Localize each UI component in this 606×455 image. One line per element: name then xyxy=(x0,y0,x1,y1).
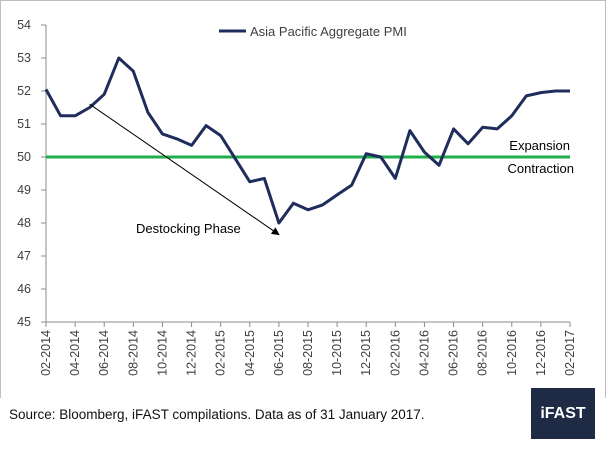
x-tick-label: 04-2014 xyxy=(68,330,82,376)
expansion-label: Expansion xyxy=(509,138,570,153)
x-tick-label: 04-2015 xyxy=(243,330,257,376)
legend-label: Asia Pacific Aggregate PMI xyxy=(250,24,407,39)
y-tick-label: 48 xyxy=(17,216,31,230)
x-tick-label: 06-2015 xyxy=(272,330,286,376)
y-tick-label: 45 xyxy=(17,315,31,329)
y-tick-label: 53 xyxy=(17,51,31,65)
reference-line-group: Expansion Contraction xyxy=(46,138,574,176)
pmi-series-line xyxy=(44,56,570,225)
x-tick-label: 04-2016 xyxy=(417,330,431,376)
x-tick-label: 02-2017 xyxy=(563,330,577,376)
x-tick-label: 10-2015 xyxy=(330,330,344,376)
x-tick-label: 08-2016 xyxy=(476,330,490,376)
y-tick-label: 51 xyxy=(17,117,31,131)
y-tick-label: 50 xyxy=(17,150,31,164)
x-tick-label: 08-2014 xyxy=(126,330,140,376)
x-tick-label: 06-2014 xyxy=(97,330,111,376)
x-tick-label: 10-2016 xyxy=(505,330,519,376)
x-tick-label: 02-2015 xyxy=(214,330,228,376)
source-note: Source: Bloomberg, iFAST compilations. D… xyxy=(9,407,425,422)
annotation-group: Destocking Phase xyxy=(89,103,280,236)
y-tick-label: 54 xyxy=(17,18,31,32)
y-tick-label: 47 xyxy=(17,249,31,263)
destocking-label: Destocking Phase xyxy=(136,221,241,236)
x-tick-label: 12-2015 xyxy=(359,330,373,376)
x-tick-label: 12-2014 xyxy=(185,330,199,376)
series-group xyxy=(44,56,571,225)
line-chart: 45 46 47 48 49 50 51 52 53 54 02-2014 04-2014 06-20… xyxy=(17,18,577,376)
y-tick-label: 46 xyxy=(17,282,31,296)
y-tick-label: 52 xyxy=(17,84,31,98)
ifast-logo: iFAST xyxy=(531,388,595,439)
y-axis: 45 46 47 48 49 50 51 52 53 54 xyxy=(17,18,47,329)
x-axis: 02-2014 04-2014 06-2014 08-2014 10-2014 12-20… xyxy=(39,321,577,376)
contraction-label: Contraction xyxy=(508,161,574,176)
x-tick-label: 12-2016 xyxy=(534,330,548,376)
y-tick-label: 49 xyxy=(17,183,31,197)
x-tick-label: 10-2014 xyxy=(155,330,169,376)
destocking-arrow xyxy=(89,103,280,236)
x-tick-label: 08-2015 xyxy=(301,330,315,376)
x-tick-label: 02-2016 xyxy=(388,330,402,376)
legend: Asia Pacific Aggregate PMI xyxy=(219,24,407,39)
x-tick-label: 02-2014 xyxy=(39,330,53,376)
x-tick-label: 06-2016 xyxy=(447,330,461,376)
footer xyxy=(0,398,606,455)
